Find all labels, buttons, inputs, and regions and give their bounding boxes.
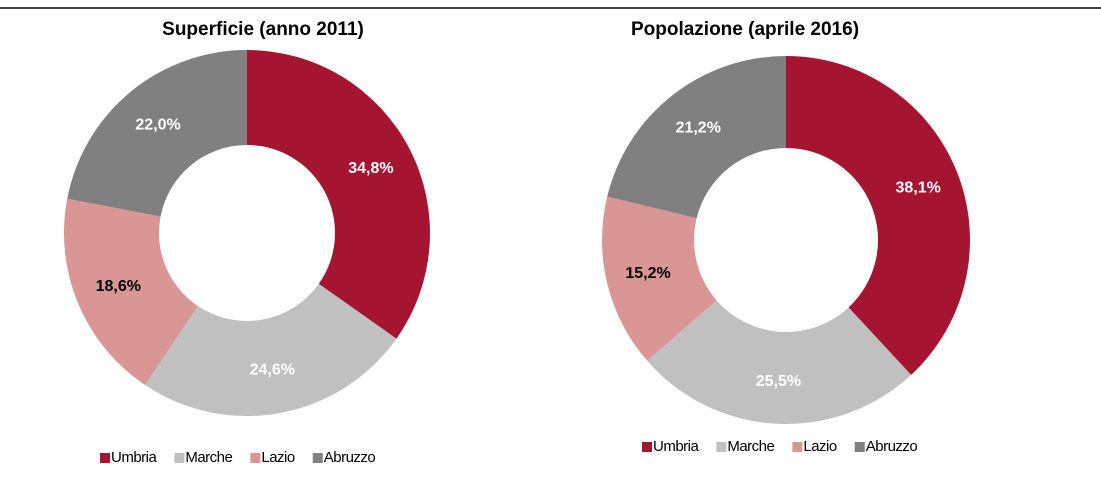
chart-title: Popolazione (aprile 2016) xyxy=(631,19,859,40)
donut-slice xyxy=(602,196,717,361)
donut-slice xyxy=(64,198,198,385)
value-label: 15,2% xyxy=(625,265,670,282)
legend-label: Lazio xyxy=(261,449,295,466)
donut-slice xyxy=(145,283,397,416)
value-label: 22,0% xyxy=(135,117,180,134)
legend-label: Marche xyxy=(185,449,232,466)
value-label: 24,6% xyxy=(250,361,295,378)
legend-swatch xyxy=(174,453,185,463)
value-label: 34,8% xyxy=(348,160,393,177)
legend-label: Marche xyxy=(727,438,774,455)
legend-label: Abruzzo xyxy=(866,438,918,455)
legend-swatch xyxy=(792,442,803,452)
legend-label: Abruzzo xyxy=(324,449,376,466)
legend-label: Umbria xyxy=(111,449,157,466)
legend-swatch xyxy=(312,453,323,463)
value-label: 21,2% xyxy=(676,120,721,137)
value-label: 18,6% xyxy=(96,278,141,295)
value-label: 25,5% xyxy=(756,373,801,390)
donut-slice xyxy=(647,300,912,424)
legend-swatch xyxy=(854,442,865,452)
donut-slice xyxy=(786,56,970,375)
value-label: 38,1% xyxy=(896,179,941,196)
legend-label: Umbria xyxy=(653,438,699,455)
donut-slice xyxy=(607,56,786,219)
donut-slice xyxy=(67,49,248,217)
legend-swatch xyxy=(716,442,727,452)
legend-swatch xyxy=(642,442,652,452)
legend-swatch xyxy=(100,453,110,463)
legend-swatch xyxy=(250,453,261,463)
chart-title: Superficie (anno 2011) xyxy=(162,19,364,40)
donut-slice xyxy=(247,50,430,339)
legend-label: Lazio xyxy=(803,438,837,455)
